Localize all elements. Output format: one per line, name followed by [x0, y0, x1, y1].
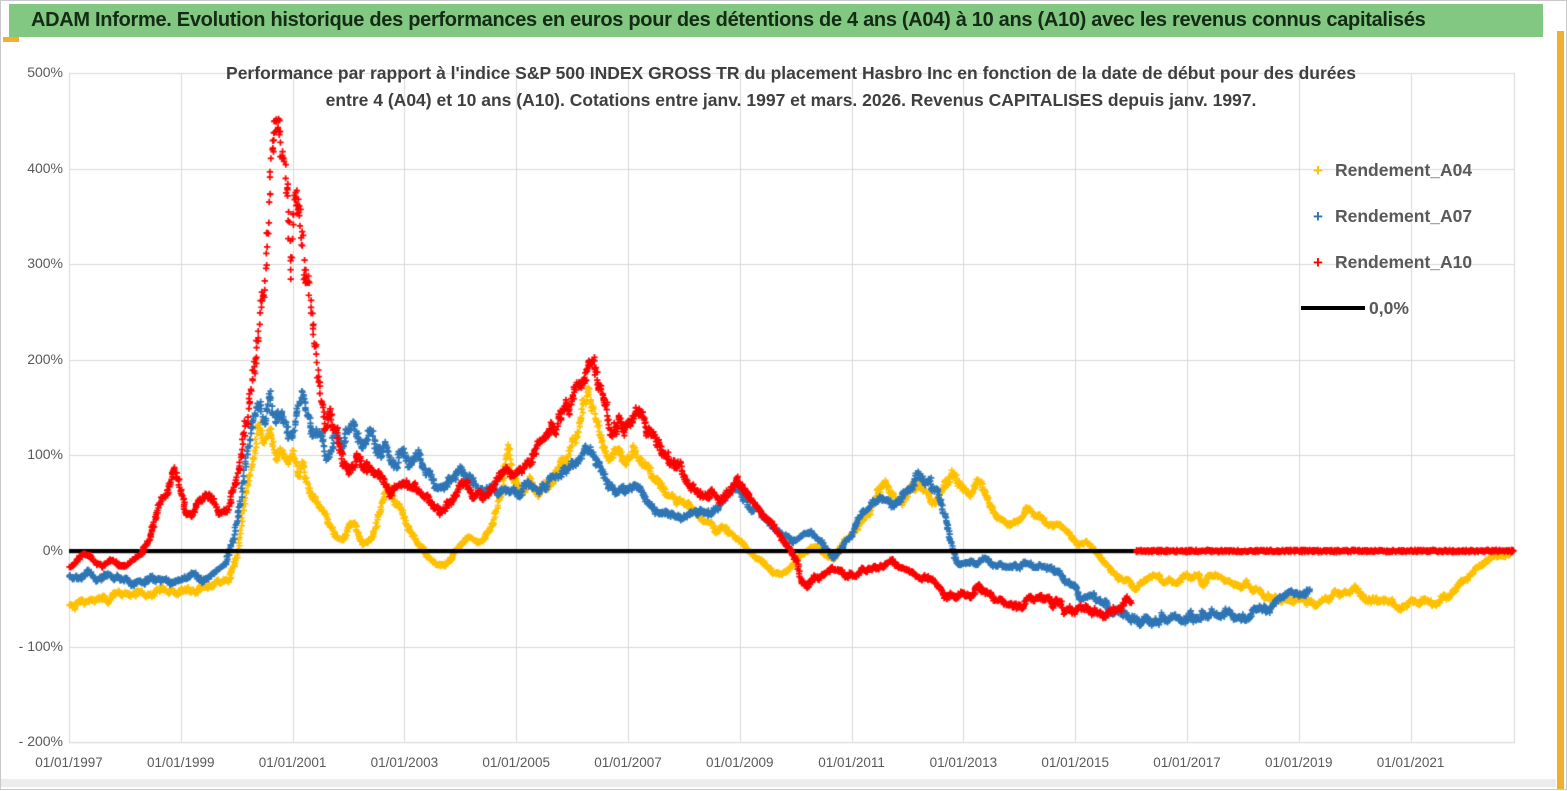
- legend-label: Rendement_A10: [1335, 251, 1473, 272]
- y-axis-tick-label: - 100%: [18, 637, 63, 654]
- x-axis-tick-label: 01/01/2005: [482, 755, 550, 770]
- x-axis-tick-label: 01/01/2017: [1153, 755, 1221, 770]
- legend-item-rendement-a04: + Rendement_A04: [1301, 147, 1516, 193]
- legend: + Rendement_A04 + Rendement_A07 + Rendem…: [1301, 147, 1516, 331]
- legend-label: Rendement_A04: [1335, 159, 1473, 180]
- gold-accent-dash: [3, 37, 19, 42]
- chart-title-line1: Performance par rapport à l'indice S&P 5…: [226, 63, 1356, 83]
- legend-item-rendement-a07: + Rendement_A07: [1301, 193, 1516, 239]
- legend-item-zero-line: 0,0%: [1301, 285, 1516, 331]
- x-axis-tick-label: 01/01/2003: [370, 755, 439, 770]
- y-axis-tick-label: 400%: [27, 159, 63, 176]
- y-axis-tick-label: - 200%: [18, 733, 63, 750]
- header-bar: ADAM Informe. Evolution historique des p…: [9, 4, 1543, 37]
- y-axis-tick-label: 0%: [42, 542, 63, 558]
- plus-marker-icon: +: [1313, 206, 1323, 226]
- x-axis-tick-label: 01/01/2009: [705, 755, 774, 770]
- legend-item-rendement-a10: + Rendement_A10: [1301, 239, 1516, 285]
- bottom-strip: [1, 779, 1556, 787]
- x-axis-tick-label: 01/01/1997: [35, 755, 103, 770]
- y-axis-tick-label: 300%: [27, 255, 63, 272]
- header-title: ADAM Informe. Evolution historique des p…: [31, 9, 1426, 31]
- y-axis-tick-label: 200%: [27, 350, 63, 367]
- plus-marker-icon: +: [1313, 160, 1323, 180]
- x-axis-tick-label: 01/01/2001: [258, 755, 327, 770]
- plus-marker-icon: +: [1313, 252, 1323, 272]
- legend-label: 0,0%: [1369, 297, 1409, 318]
- zero-line-icon: [1301, 306, 1365, 310]
- y-axis-tick-label: 500%: [27, 64, 63, 80]
- x-axis-tick-label: 01/01/2013: [929, 755, 998, 770]
- x-axis-tick-label: 01/01/2019: [1264, 755, 1333, 770]
- chart-title-line2: entre 4 (A04) et 10 ans (A10). Cotations…: [325, 90, 1257, 110]
- gold-accent-right-border: [1557, 31, 1564, 789]
- legend-label: Rendement_A07: [1335, 205, 1473, 226]
- x-axis-tick-label: 01/01/2015: [1041, 755, 1109, 770]
- x-axis-tick-label: 01/01/2021: [1376, 755, 1445, 770]
- x-axis-tick-label: 01/01/2007: [594, 755, 662, 770]
- x-axis-tick-label: 01/01/2011: [818, 755, 885, 770]
- x-axis-tick-label: 01/01/1999: [147, 755, 215, 770]
- y-axis-tick-label: 100%: [27, 446, 63, 463]
